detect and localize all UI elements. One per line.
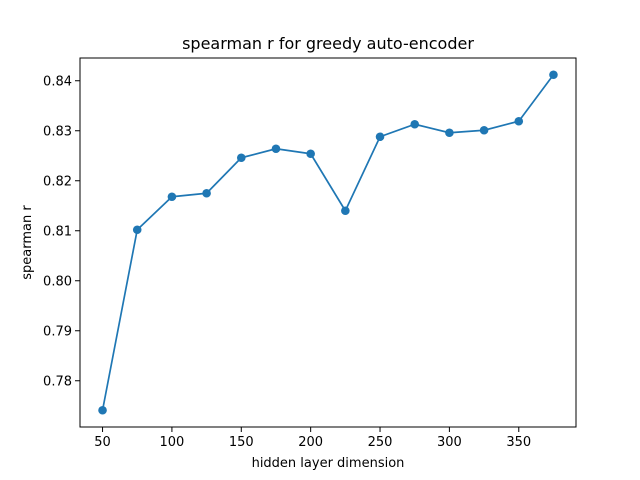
plot-frame bbox=[79, 57, 577, 428]
y-tick-label: 0.84 bbox=[43, 74, 72, 89]
y-tick-label: 0.78 bbox=[43, 374, 72, 389]
x-tick-label: 200 bbox=[298, 435, 323, 450]
data-point bbox=[98, 405, 107, 415]
x-axis: 50 100 150 200 250 300 350 bbox=[94, 427, 531, 450]
y-tick-label: 0.83 bbox=[43, 124, 72, 139]
data-point bbox=[236, 153, 246, 163]
data-point bbox=[410, 119, 420, 129]
x-tick-label: 250 bbox=[368, 435, 393, 450]
series-line bbox=[101, 74, 555, 411]
data-point bbox=[306, 149, 315, 159]
chart-title: spearman r for greedy auto-encoder bbox=[182, 34, 474, 53]
y-axis-title: spearman r bbox=[20, 205, 35, 280]
data-point bbox=[375, 132, 385, 142]
x-tick-label: 100 bbox=[160, 435, 185, 450]
x-tick-label: 350 bbox=[506, 435, 531, 450]
data-point bbox=[132, 225, 142, 235]
x-tick-label: 50 bbox=[94, 435, 111, 450]
y-tick-label: 0.82 bbox=[43, 174, 72, 189]
data-point bbox=[341, 206, 350, 216]
x-tick-label: 150 bbox=[229, 435, 254, 450]
x-tick-label: 300 bbox=[437, 435, 462, 450]
y-tick-label: 0.80 bbox=[43, 274, 72, 289]
data-point bbox=[514, 116, 524, 126]
series-group bbox=[98, 70, 558, 415]
data-point bbox=[549, 70, 558, 80]
data-point bbox=[271, 144, 281, 154]
y-tick-label: 0.79 bbox=[43, 324, 72, 339]
data-point bbox=[202, 188, 211, 198]
data-point bbox=[167, 192, 177, 202]
data-point bbox=[479, 125, 489, 135]
x-axis-title: hidden layer dimension bbox=[252, 456, 405, 471]
data-point bbox=[445, 128, 454, 138]
y-tick-label: 0.81 bbox=[43, 224, 72, 239]
y-axis: 0.78 0.79 0.80 0.81 0.82 0.83 0.84 bbox=[43, 74, 80, 389]
